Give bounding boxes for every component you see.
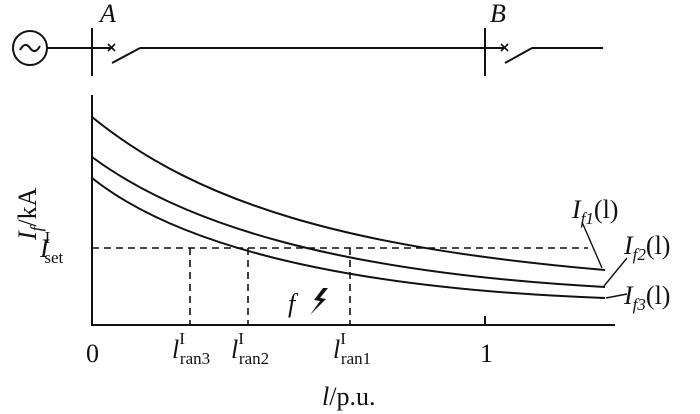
text: ran2 <box>239 349 269 368</box>
text: I <box>340 329 346 348</box>
leader <box>605 293 628 299</box>
text: /kA <box>13 187 42 226</box>
text: I <box>623 281 634 310</box>
generator-symbol <box>19 44 41 52</box>
text: l <box>322 382 329 411</box>
text: /p.u. <box>329 382 375 411</box>
breaker <box>500 43 509 52</box>
reach-label: lI ran1 <box>333 329 371 368</box>
leader <box>581 221 603 269</box>
curve <box>91 116 606 271</box>
text: (l) <box>646 231 671 260</box>
text: set <box>44 248 63 267</box>
setting-label: II set <box>39 228 64 267</box>
bus-label: B <box>490 0 506 28</box>
fault-symbol <box>310 288 328 315</box>
text: f1 <box>581 209 594 228</box>
text: (l) <box>646 281 671 310</box>
fault-label: f <box>288 289 299 318</box>
one-line: A B <box>12 0 603 76</box>
text: l <box>231 335 238 364</box>
curve <box>91 177 606 299</box>
text: I <box>238 329 244 348</box>
text: I <box>39 234 50 263</box>
switch <box>504 47 533 64</box>
text: I <box>571 195 582 224</box>
reach-label: lI ran3 <box>172 329 210 368</box>
text: l <box>172 335 179 364</box>
text: f <box>27 224 46 231</box>
bus-label: A <box>98 0 116 28</box>
text: f2 <box>633 245 647 264</box>
text: (l) <box>594 195 619 224</box>
text: I <box>179 329 185 348</box>
curve <box>91 156 606 288</box>
x-tick-label: 1 <box>480 339 493 368</box>
curve-label: If3(l) <box>623 281 670 314</box>
x-tick-label: 0 <box>86 339 99 368</box>
text: ran3 <box>180 349 210 368</box>
curve-label: If1(l) <box>571 195 618 228</box>
y-axis-label: If/kA <box>13 187 46 241</box>
text: I <box>13 230 42 241</box>
reach-label: lI ran2 <box>231 329 269 368</box>
curve-label: If2(l) <box>623 231 670 264</box>
switch <box>111 47 141 64</box>
text: I <box>623 231 634 260</box>
text: I <box>45 228 51 247</box>
x-axis-label: l/p.u. <box>322 382 375 411</box>
text: l <box>333 335 340 364</box>
text: f3 <box>633 295 646 314</box>
text: ran1 <box>341 349 371 368</box>
breaker <box>107 43 116 52</box>
leader <box>603 257 628 287</box>
